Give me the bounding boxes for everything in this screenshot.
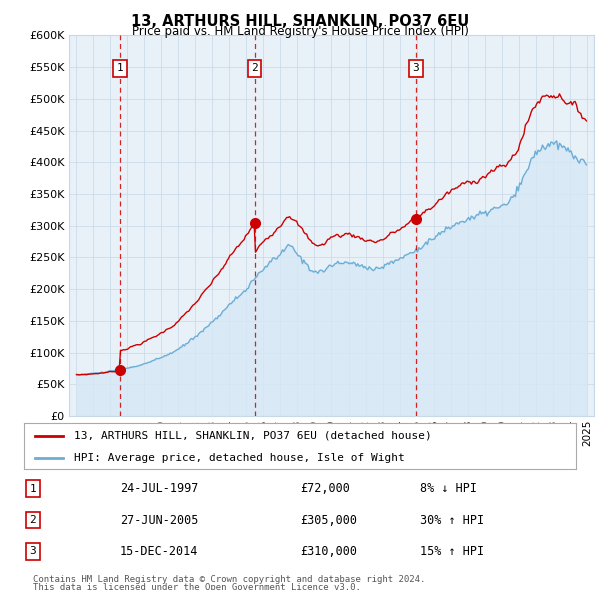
Text: This data is licensed under the Open Government Licence v3.0.: This data is licensed under the Open Gov… — [33, 583, 361, 590]
Text: Price paid vs. HM Land Registry's House Price Index (HPI): Price paid vs. HM Land Registry's House … — [131, 25, 469, 38]
Text: 1: 1 — [29, 484, 37, 494]
Text: 3: 3 — [29, 546, 37, 556]
Text: 13, ARTHURS HILL, SHANKLIN, PO37 6EU: 13, ARTHURS HILL, SHANKLIN, PO37 6EU — [131, 14, 469, 28]
Text: Contains HM Land Registry data © Crown copyright and database right 2024.: Contains HM Land Registry data © Crown c… — [33, 575, 425, 584]
Text: 30% ↑ HPI: 30% ↑ HPI — [420, 513, 484, 527]
Text: 2: 2 — [29, 515, 37, 525]
Text: 2: 2 — [251, 63, 258, 73]
Text: £310,000: £310,000 — [300, 545, 357, 558]
Text: 24-JUL-1997: 24-JUL-1997 — [120, 482, 199, 496]
Text: 1: 1 — [116, 63, 123, 73]
Text: 8% ↓ HPI: 8% ↓ HPI — [420, 482, 477, 496]
Text: 13, ARTHURS HILL, SHANKLIN, PO37 6EU (detached house): 13, ARTHURS HILL, SHANKLIN, PO37 6EU (de… — [74, 431, 431, 441]
Text: £72,000: £72,000 — [300, 482, 350, 496]
Text: 27-JUN-2005: 27-JUN-2005 — [120, 513, 199, 527]
Text: HPI: Average price, detached house, Isle of Wight: HPI: Average price, detached house, Isle… — [74, 453, 404, 463]
Text: 15% ↑ HPI: 15% ↑ HPI — [420, 545, 484, 558]
Text: 15-DEC-2014: 15-DEC-2014 — [120, 545, 199, 558]
Text: £305,000: £305,000 — [300, 513, 357, 527]
Text: 3: 3 — [413, 63, 419, 73]
